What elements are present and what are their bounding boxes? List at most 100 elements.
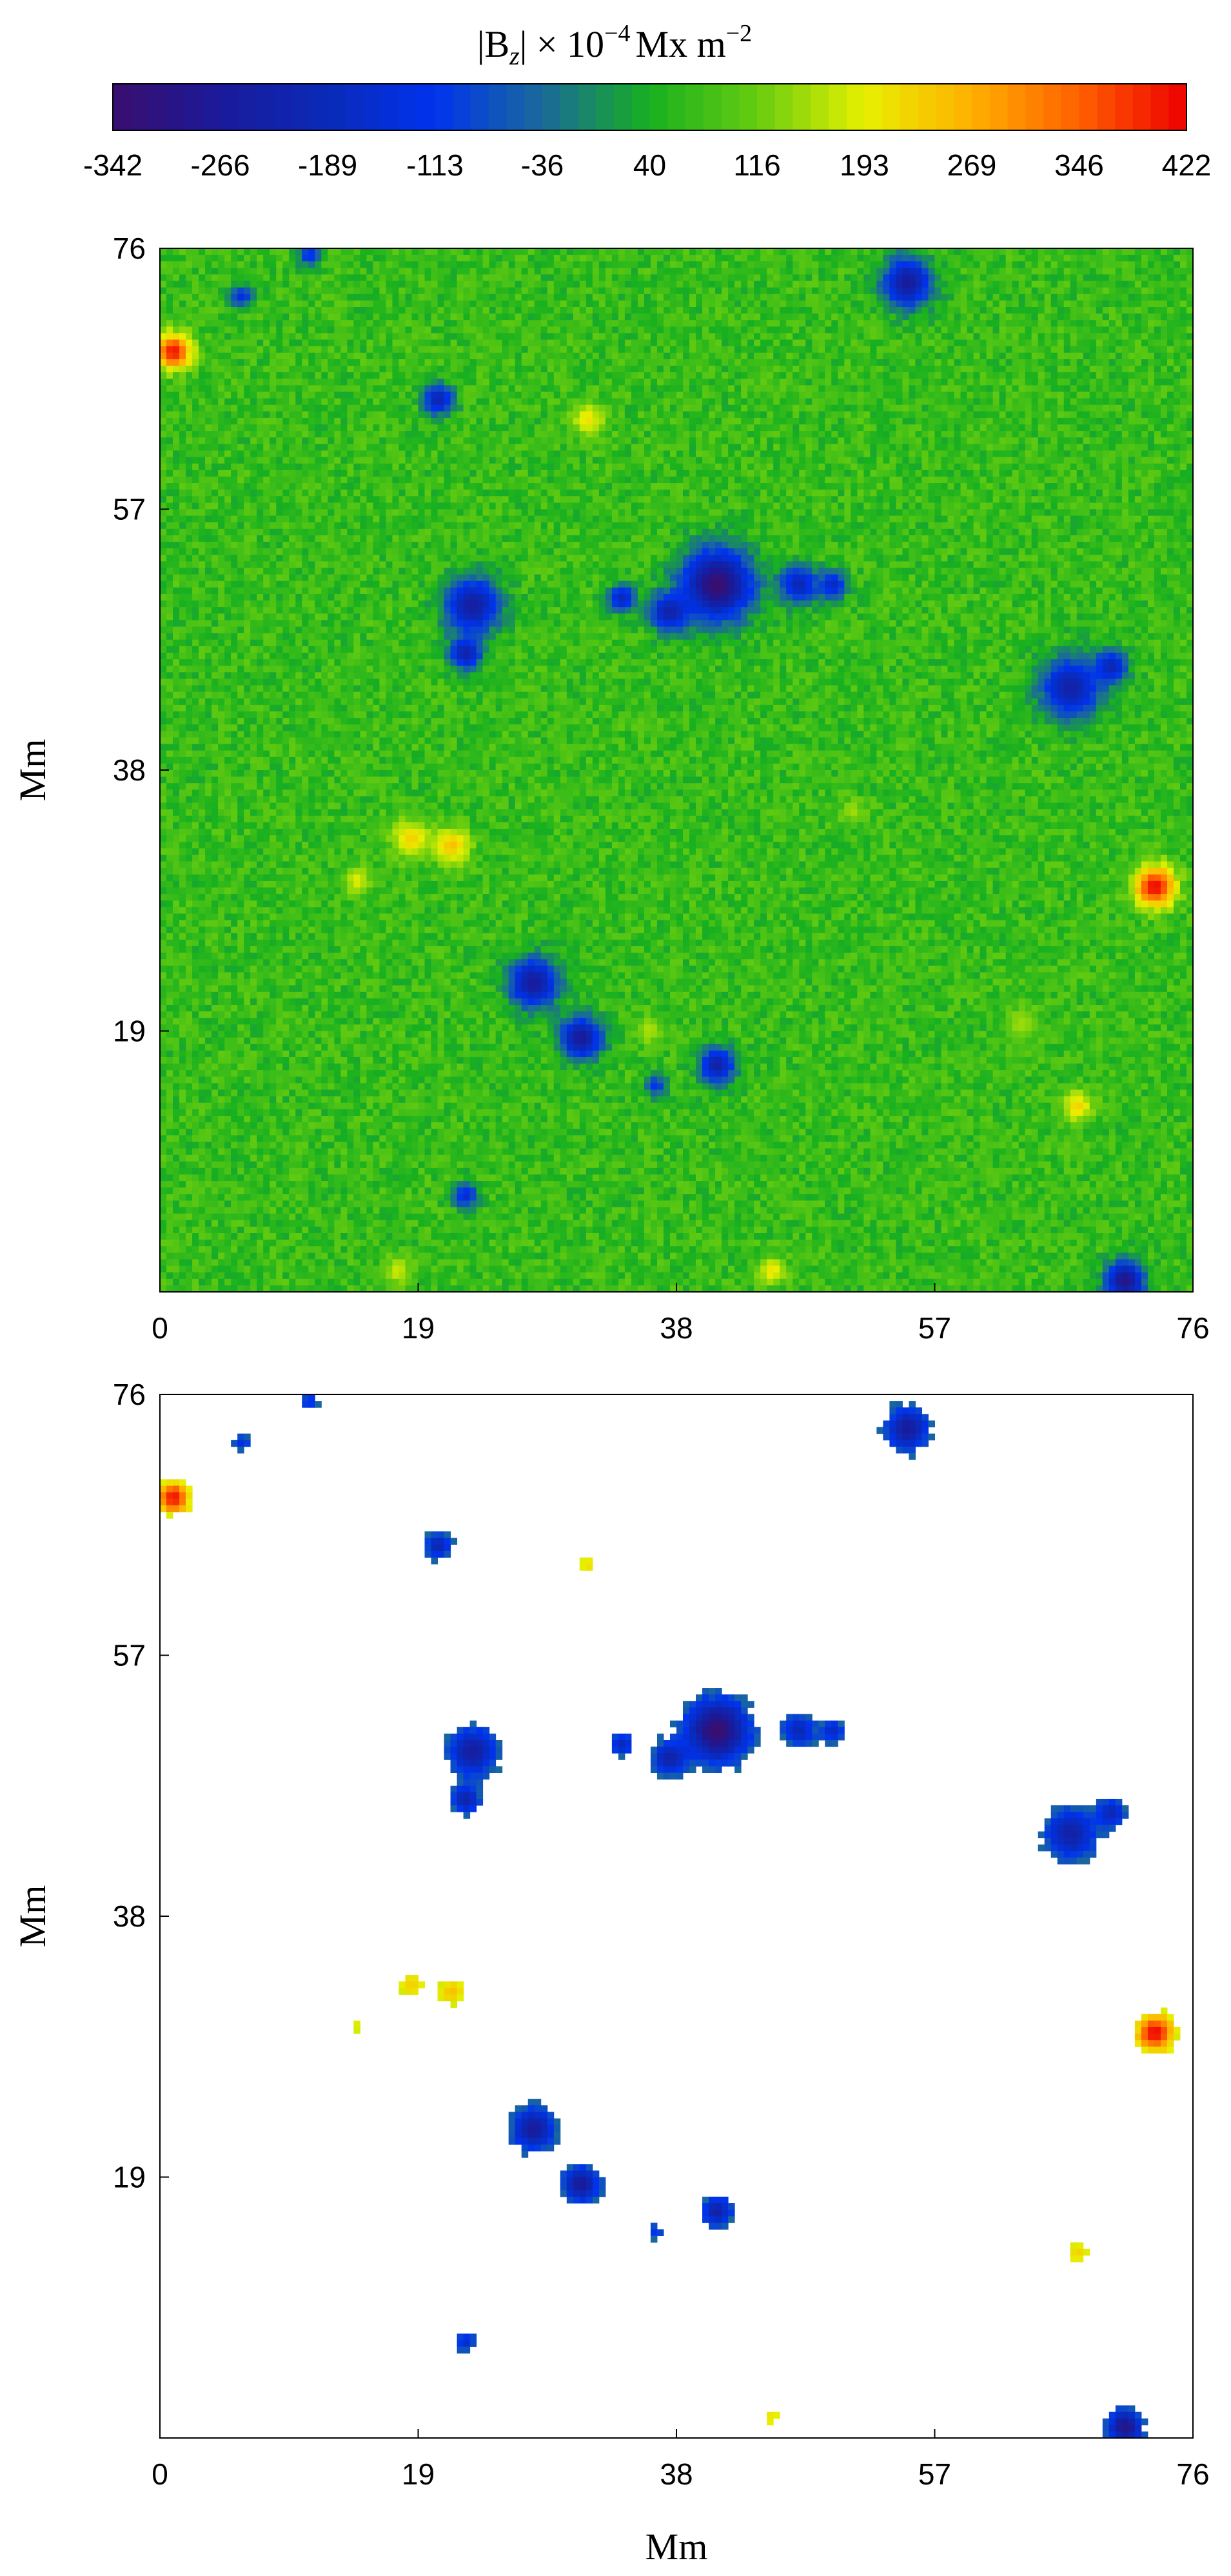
- x-tick-label: 38: [660, 2457, 693, 2491]
- x-tick-label: 76: [1176, 1311, 1209, 1345]
- colorbar-tick-label: -342: [83, 148, 143, 182]
- colorbar-segment: [131, 84, 149, 130]
- colorbar-segment: [578, 84, 596, 130]
- colorbar-segment: [954, 84, 972, 130]
- colorbar-tick-label: 116: [733, 148, 780, 182]
- colorbar-segment: [202, 84, 221, 130]
- colorbar-segment: [542, 84, 560, 130]
- colorbar-segment: [346, 84, 364, 130]
- colorbar-segment: [632, 84, 650, 130]
- colorbar-tick-label: -113: [406, 148, 464, 182]
- colorbar-segment: [739, 84, 757, 130]
- colorbar-segment: [614, 84, 632, 130]
- colorbar-segment: [829, 84, 847, 130]
- colorbar-segment: [972, 84, 990, 130]
- y-tick-label: 76: [113, 1378, 146, 1411]
- colorbar-tick-label: 422: [1162, 148, 1212, 182]
- colorbar-gradient: [113, 84, 1187, 130]
- colorbar-segment: [596, 84, 614, 130]
- colorbar-segment: [775, 84, 793, 130]
- colorbar-segment: [507, 84, 525, 130]
- colorbar-segment: [256, 84, 274, 130]
- x-tick-label: 19: [402, 2457, 435, 2491]
- bottom-y-axis-title: Mm: [12, 1885, 54, 1948]
- colorbar-tick-label: 40: [633, 148, 666, 182]
- colorbar-segment: [900, 84, 918, 130]
- colorbar-segment: [704, 84, 722, 130]
- colorbar-segment: [1115, 84, 1133, 130]
- x-tick-label: 57: [918, 2457, 951, 2491]
- top-heatmap: [160, 248, 1194, 1293]
- colorbar-tick-label: -266: [190, 148, 250, 182]
- colorbar-segment: [435, 84, 453, 130]
- colorbar-segment: [667, 84, 685, 130]
- colorbar-segment: [274, 84, 292, 130]
- colorbar-tick-label: 193: [840, 148, 889, 182]
- colorbar-segment: [221, 84, 239, 130]
- y-tick-label: 19: [113, 1015, 146, 1048]
- colorbar-tick-label: -36: [521, 148, 564, 182]
- colorbar-tick-label: -189: [298, 148, 357, 182]
- colorbar-tick-label: 346: [1054, 148, 1104, 182]
- top-panel: 0 19 38 57 76 19 38 57 76 Mm: [12, 232, 1210, 1345]
- colorbar-segment: [113, 84, 131, 130]
- colorbar-segment: [1168, 84, 1187, 130]
- colorbar-segment: [184, 84, 202, 130]
- colorbar-segment: [1008, 84, 1026, 130]
- x-tick-label: 38: [660, 1311, 693, 1345]
- colorbar-segment: [524, 84, 542, 130]
- colorbar-segment: [292, 84, 310, 130]
- y-tick-label: 57: [113, 1639, 146, 1672]
- colorbar-segment: [560, 84, 578, 130]
- colorbar-segment: [471, 84, 489, 130]
- colorbar-segment: [936, 84, 954, 130]
- colorbar-segment: [722, 84, 740, 130]
- colorbar-segment: [1133, 84, 1151, 130]
- bottom-panel: 0 19 38 57 76 19 38 57 76 Mm Mm: [12, 1378, 1210, 2568]
- x-tick-label: 19: [402, 1311, 435, 1345]
- colorbar: -342 -266 -189 -113 -36 40 116 193 269 346 422: [83, 84, 1211, 182]
- top-y-axis-title: Mm: [12, 739, 54, 802]
- colorbar-segment: [1097, 84, 1115, 130]
- colorbar-segment: [882, 84, 900, 130]
- colorbar-segment: [238, 84, 256, 130]
- x-tick-label: 0: [152, 2457, 168, 2491]
- colorbar-tick-label: 269: [947, 148, 997, 182]
- colorbar-segment: [149, 84, 167, 130]
- colorbar-segment: [489, 84, 507, 130]
- colorbar-segment: [1061, 84, 1079, 130]
- x-tick-label: 57: [918, 1311, 951, 1345]
- colorbar-segment: [685, 84, 704, 130]
- colorbar-segment: [1025, 84, 1043, 130]
- y-tick-label: 76: [113, 232, 146, 265]
- y-tick-label: 38: [113, 753, 146, 787]
- colorbar-tick-labels: -342 -266 -189 -113 -36 40 116 193 269 346 422: [83, 148, 1211, 182]
- colorbar-segment: [990, 84, 1008, 130]
- colorbar-segment: [793, 84, 811, 130]
- colorbar-segment: [399, 84, 417, 130]
- colorbar-segment: [865, 84, 883, 130]
- colorbar-segment: [310, 84, 328, 130]
- colorbar-segment: [1043, 84, 1061, 130]
- bottom-x-axis-title: Mm: [645, 2526, 708, 2568]
- colorbar-segment: [381, 84, 399, 130]
- colorbar-title: |Bz| × 10−4 Mx m−2: [477, 20, 752, 70]
- colorbar-segment: [1079, 84, 1098, 130]
- colorbar-segment: [757, 84, 775, 130]
- x-tick-label: 0: [152, 1311, 168, 1345]
- y-tick-label: 38: [113, 1899, 146, 1933]
- colorbar-segment: [328, 84, 346, 130]
- colorbar-segment: [453, 84, 471, 130]
- colorbar-segment: [417, 84, 435, 130]
- colorbar-segment: [364, 84, 382, 130]
- colorbar-segment: [650, 84, 668, 130]
- x-tick-label: 76: [1176, 2457, 1209, 2491]
- colorbar-segment: [847, 84, 865, 130]
- colorbar-segment: [166, 84, 184, 130]
- colorbar-segment: [918, 84, 936, 130]
- bottom-panel-background: [160, 1394, 1193, 2438]
- colorbar-segment: [811, 84, 829, 130]
- y-tick-label: 57: [113, 493, 146, 526]
- colorbar-segment: [1151, 84, 1169, 130]
- y-tick-label: 19: [113, 2161, 146, 2194]
